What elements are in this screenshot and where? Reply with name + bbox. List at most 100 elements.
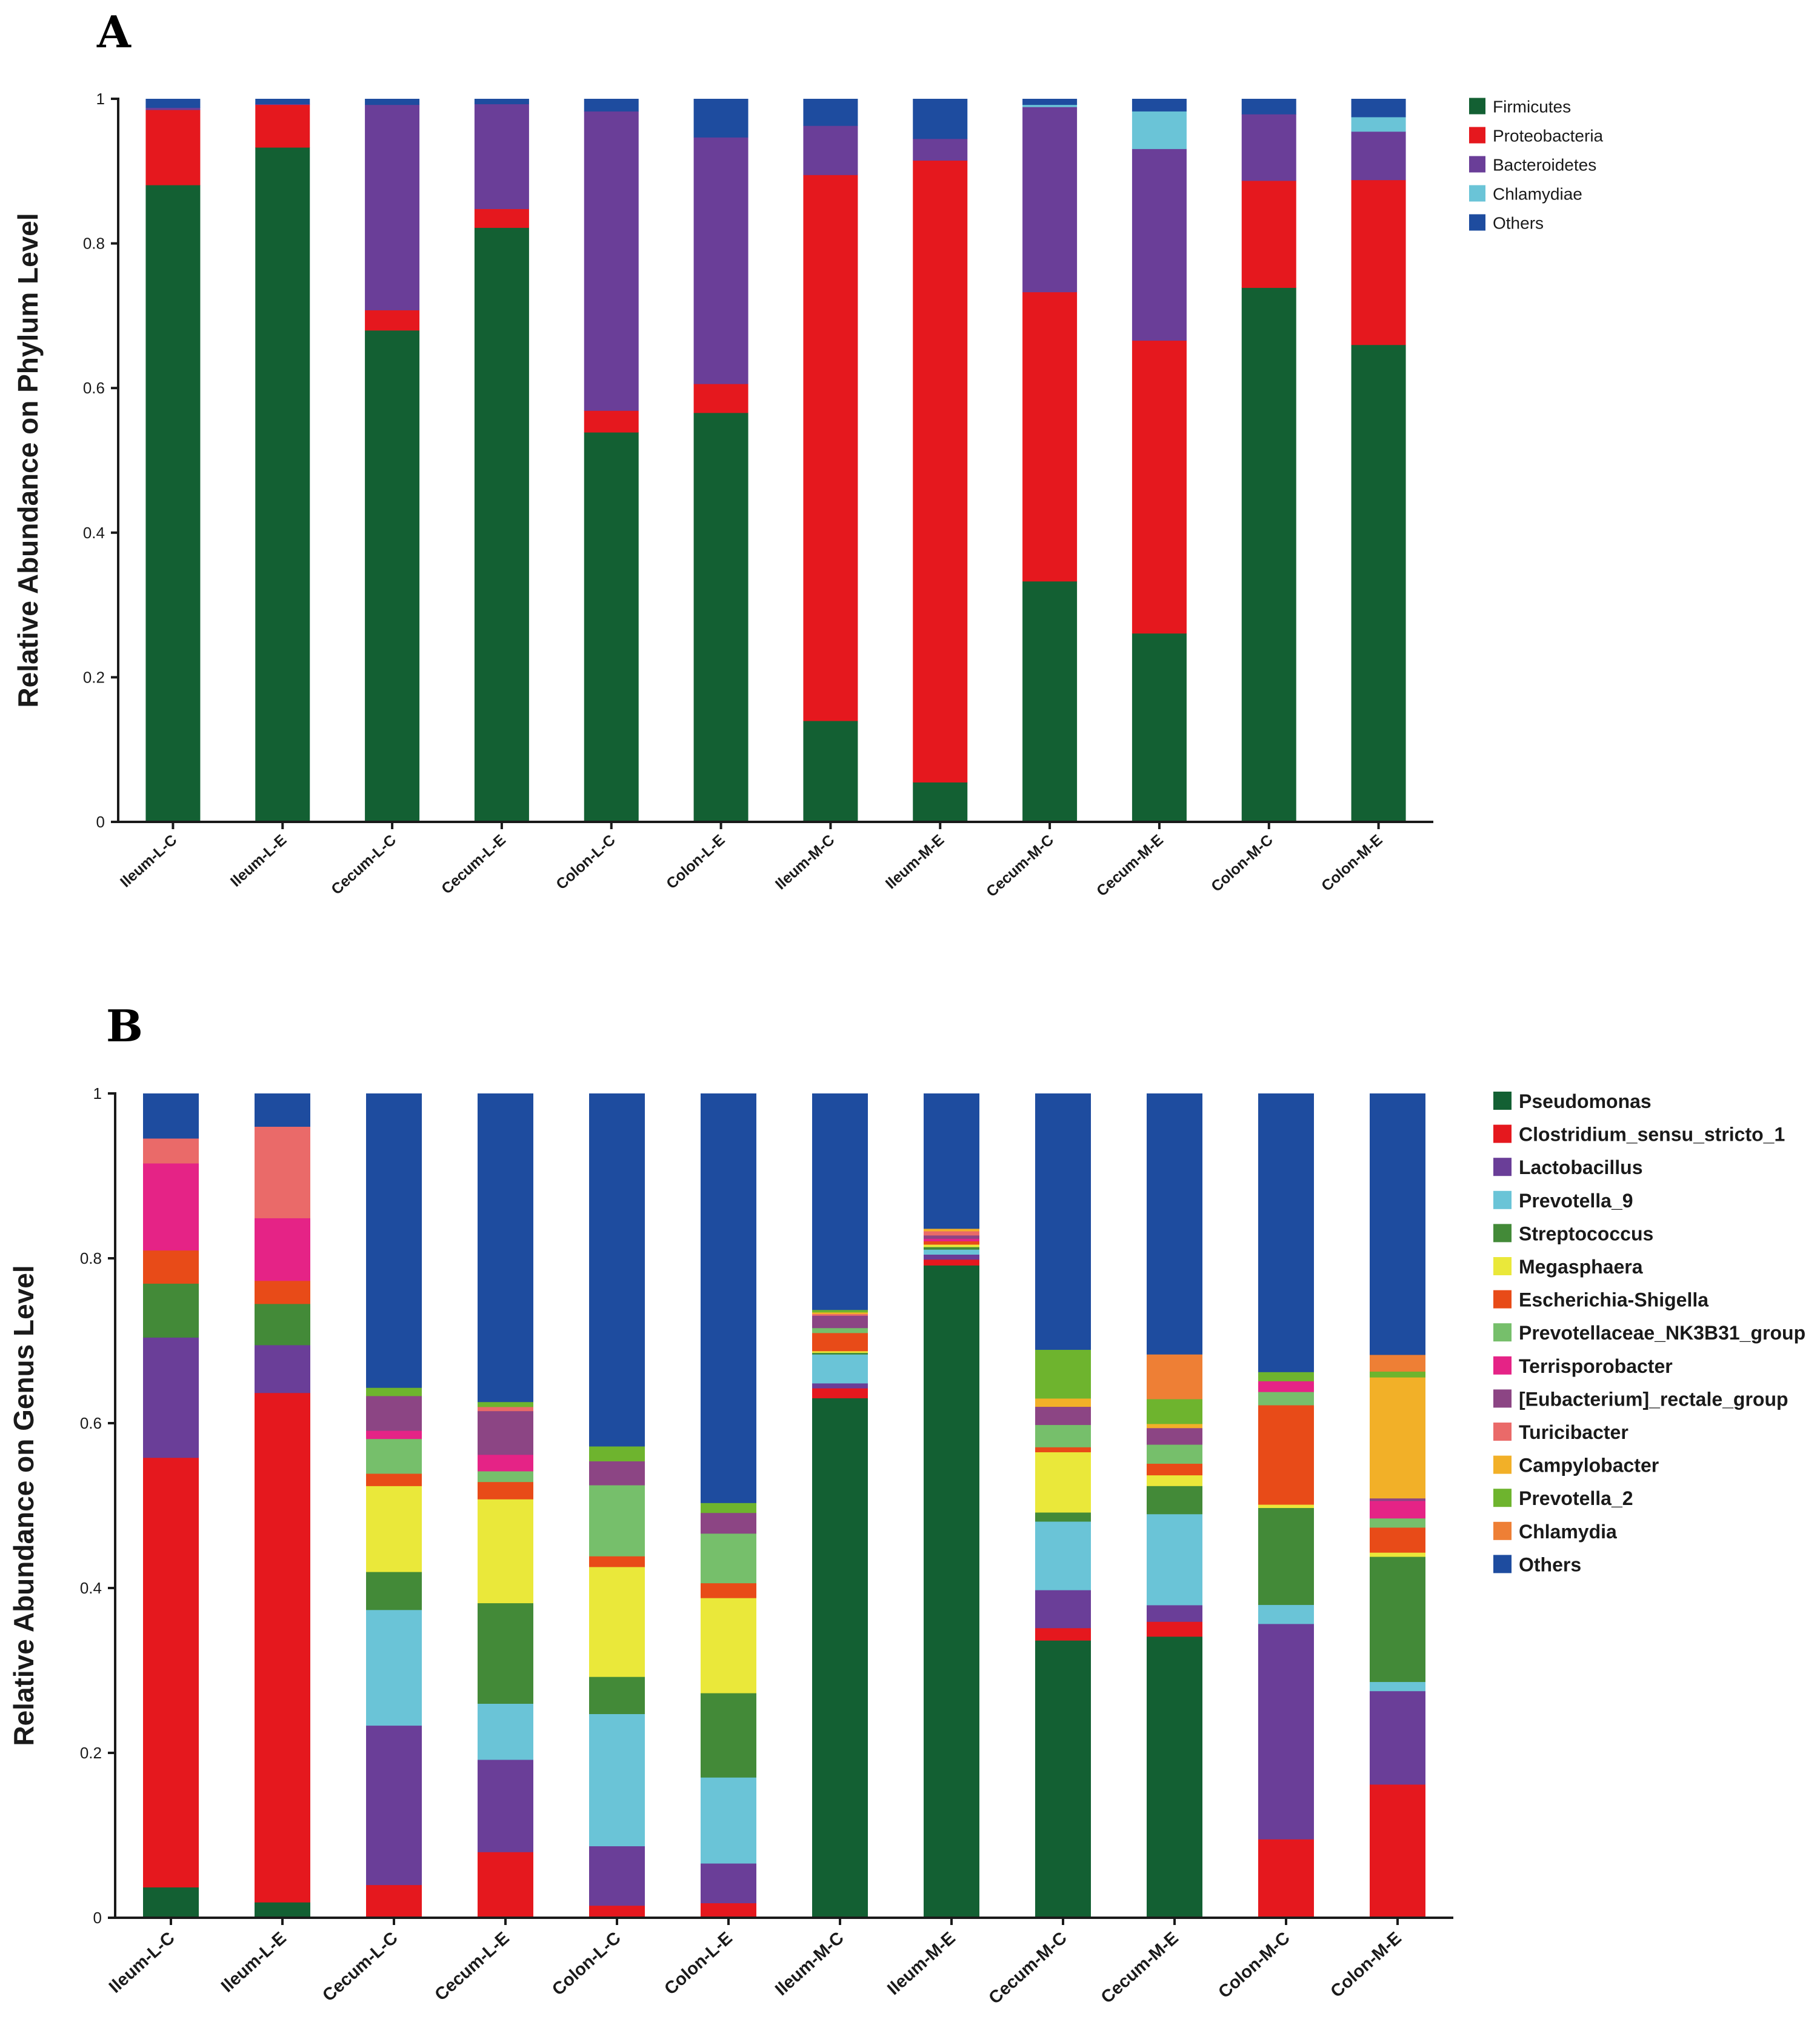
legend-swatch-chlamydia <box>1493 1521 1512 1540</box>
bar-segment-colon-l-e-clostridium-sensu-stricto-1 <box>701 1903 756 1918</box>
bar-segment-colon-m-e-streptococcus <box>1370 1556 1425 1683</box>
bar-segment-colon-l-c-clostridium-sensu-stricto-1 <box>589 1905 645 1918</box>
bar-segment-cecum-m-c-eubacterium-rectale-group <box>1035 1406 1091 1426</box>
legend-label-prevotellaceae-nk3b31-group: Prevotellaceae_NK3B31_group <box>1519 1322 1805 1344</box>
bar-segment-cecum-l-e-bacteroidetes <box>474 104 529 209</box>
legend-swatch-prevotellaceae-nk3b31-group <box>1493 1323 1512 1342</box>
bar-segment-ileum-l-c-lactobacillus <box>143 1337 199 1458</box>
bar-segment-ileum-l-e-pseudomonas <box>255 1902 310 1918</box>
bar-segment-cecum-m-c-prevotella-9 <box>1035 1521 1091 1590</box>
legend-swatch-lactobacillus <box>1493 1158 1512 1176</box>
legend-swatch-bacteroidetes <box>1469 156 1485 173</box>
bar-segment-cecum-l-e-proteobacteria <box>474 209 529 228</box>
bar-segment-colon-l-e-proteobacteria <box>693 384 748 413</box>
bar-segment-cecum-l-e-turicibacter <box>478 1406 533 1412</box>
legend-label-lactobacillus: Lactobacillus <box>1519 1156 1643 1178</box>
bar-segment-ileum-m-e-eubacterium-rectale-group <box>924 1235 979 1239</box>
x-tick-label: Ileum-M-C <box>772 1928 848 2000</box>
y-tick-label: 0.2 <box>80 1744 102 1762</box>
bar-segment-cecum-m-e-firmicutes <box>1132 633 1187 822</box>
bar-segment-colon-m-c-others <box>1241 99 1296 115</box>
legend-label-others: Others <box>1493 214 1544 233</box>
bar-segment-colon-m-c-bacteroidetes <box>1241 114 1296 181</box>
bar-segment-cecum-l-c-others <box>365 99 420 105</box>
x-tick-label: Cecum-L-C <box>319 1928 401 2005</box>
bar-segment-cecum-m-e-others <box>1147 1093 1202 1355</box>
bar-segment-cecum-m-c-pseudomonas <box>1035 1640 1091 1918</box>
y-tick-label: 0 <box>93 1909 102 1927</box>
y-tick-label: 0.8 <box>80 1249 102 1267</box>
bar-segment-ileum-m-e-turicibacter <box>924 1230 979 1236</box>
legend-swatch-clostridium-sensu-stricto-1 <box>1493 1124 1512 1143</box>
y-tick-label: 1 <box>96 90 105 108</box>
bar-segment-cecum-m-e-chlamydiae <box>1132 111 1187 149</box>
bar-segment-ileum-l-c-streptococcus <box>143 1283 199 1338</box>
bar-segment-colon-m-c-proteobacteria <box>1241 180 1296 288</box>
y-tick-label: 0.2 <box>83 668 105 686</box>
bar-segment-cecum-l-e-others <box>474 99 529 104</box>
bar-segment-colon-l-e-prevotella-9 <box>701 1777 756 1864</box>
bar-segment-cecum-m-e-prevotella-2 <box>1147 1398 1202 1424</box>
bar-segment-ileum-l-e-streptococcus <box>255 1303 310 1346</box>
legend-swatch-eubacterium-rectale-group <box>1493 1389 1512 1408</box>
bar-segment-cecum-m-e-bacteroidetes <box>1132 148 1187 341</box>
bar-segment-colon-m-c-others <box>1258 1093 1314 1372</box>
bar-segment-cecum-m-e-streptococcus <box>1147 1486 1202 1515</box>
bar-segment-cecum-m-e-prevotella-9 <box>1147 1513 1202 1606</box>
bar-segment-colon-m-e-chlamydiae <box>1351 116 1406 132</box>
bar-segment-cecum-m-c-megasphaera <box>1035 1452 1091 1513</box>
legend-label-escherichia-shigella: Escherichia-Shigella <box>1519 1289 1708 1311</box>
genus-chart: Ileum-L-C Ileum-L-E Cecum-L-C Cecum-L-E Colo… <box>8 1084 1805 2008</box>
bar-segment-ileum-m-c-others <box>812 1093 868 1310</box>
bar-segment-colon-m-c-prevotellaceae-nk3b31-group <box>1258 1392 1314 1406</box>
bar-segment-cecum-m-c-firmicutes <box>1022 581 1078 822</box>
bar-segment-ileum-l-c-bacteroidetes <box>145 107 201 110</box>
x-tick-label: Colon-M-C <box>1215 1928 1293 2002</box>
bar-segment-cecum-m-e-others <box>1132 99 1187 112</box>
bar-segment-cecum-m-e-clostridium-sensu-stricto-1 <box>1147 1621 1202 1637</box>
legend-label-campylobacter: Campylobacter <box>1519 1455 1659 1476</box>
bar-segment-colon-l-e-others <box>701 1093 756 1503</box>
bar-segment-cecum-l-c-prevotella-2 <box>366 1387 422 1396</box>
bar-segment-ileum-l-c-clostridium-sensu-stricto-1 <box>143 1457 199 1887</box>
bar-segment-cecum-m-e-pseudomonas <box>1147 1636 1202 1918</box>
bar-segment-cecum-l-c-megasphaera <box>366 1486 422 1572</box>
bar-segment-ileum-m-e-lactobacillus <box>924 1254 979 1260</box>
x-tick-label: Colon-L-E <box>663 832 728 893</box>
bar-segment-ileum-l-c-turicibacter <box>143 1138 199 1164</box>
legend-label-megasphaera: Megasphaera <box>1519 1256 1643 1278</box>
bar-segment-ileum-m-e-megasphaera <box>924 1244 979 1247</box>
bar-segment-cecum-m-e-megasphaera <box>1147 1475 1202 1486</box>
bar-segment-cecum-l-e-clostridium-sensu-stricto-1 <box>478 1852 533 1918</box>
bar-segment-ileum-l-e-terrisporobacter <box>255 1218 310 1281</box>
x-tick-label: Cecum-L-E <box>438 832 509 898</box>
legend-swatch-prevotella-2 <box>1493 1489 1512 1507</box>
bar-segment-cecum-m-e-campylobacter <box>1147 1423 1202 1429</box>
x-tick-label: Colon-L-C <box>553 832 619 893</box>
legend-label-chlamydiae: Chlamydiae <box>1493 185 1582 204</box>
bar-segment-colon-l-e-lactobacillus <box>701 1863 756 1904</box>
bar-segment-colon-l-e-prevotellaceae-nk3b31-group <box>701 1533 756 1584</box>
bar-segment-colon-m-c-firmicutes <box>1241 287 1296 822</box>
bar-segment-ileum-m-c-proteobacteria <box>803 175 858 721</box>
bar-segment-ileum-m-e-proteobacteria <box>913 160 968 782</box>
x-tick-label: Cecum-M-E <box>1093 832 1167 900</box>
bar-segment-colon-l-c-proteobacteria <box>584 410 639 433</box>
bar-segment-colon-m-e-chlamydia <box>1370 1354 1425 1372</box>
bar-segment-ileum-l-e-lactobacillus <box>255 1344 310 1393</box>
bar-segment-colon-l-c-others <box>589 1093 645 1447</box>
bar-segment-ileum-l-e-others <box>255 1093 310 1127</box>
bar-segment-cecum-l-c-lactobacillus <box>366 1725 422 1886</box>
legend-label-proteobacteria: Proteobacteria <box>1493 127 1604 145</box>
bar-segment-cecum-l-c-proteobacteria <box>365 310 420 331</box>
bar-segment-ileum-m-e-streptococcus <box>924 1247 979 1250</box>
bar-segment-ileum-m-e-firmicutes <box>913 782 968 822</box>
bar-segment-ileum-m-e-prevotella-9 <box>924 1249 979 1255</box>
bar-segment-ileum-l-e-firmicutes <box>255 147 310 822</box>
bar-segment-colon-l-e-bacteroidetes <box>693 137 748 384</box>
bar-segment-ileum-m-e-others <box>924 1093 979 1229</box>
x-tick-label: Colon-M-C <box>1208 832 1276 895</box>
y-tick-label: 0.8 <box>83 235 105 253</box>
legend-label-clostridium-sensu-stricto-1: Clostridium_sensu_stricto_1 <box>1519 1124 1785 1146</box>
